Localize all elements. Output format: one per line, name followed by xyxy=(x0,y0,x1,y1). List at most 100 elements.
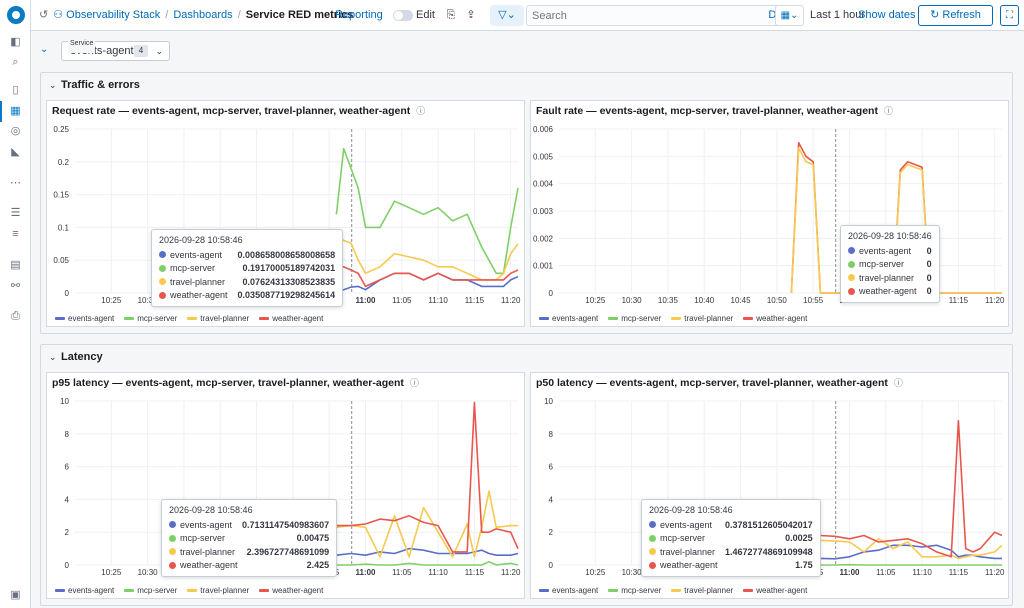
service-select[interactable]: Service events-agent 4 ⌄ xyxy=(61,35,170,61)
y-tick-label: 0.1 xyxy=(58,223,70,232)
history-icon[interactable]: ↺ xyxy=(39,9,49,21)
panel-fault-rate: 0.006 0.005 0.004 0.003 0.002 0.001 0 10:25 10:3… xyxy=(530,100,1009,327)
legend-item[interactable]: travel-planner xyxy=(671,314,733,323)
tooltip-value: 1.75 xyxy=(795,560,813,571)
graph-icon[interactable]: ⋯ xyxy=(10,177,21,189)
tooltip-series-name: mcp-server xyxy=(170,263,216,274)
breadcrumb-app[interactable]: ⚇ Observability Stack xyxy=(53,8,160,21)
legend-item[interactable]: events-agent xyxy=(539,314,598,323)
series-line-mcp-server xyxy=(335,147,519,275)
tooltip-dot xyxy=(159,251,166,259)
legend-item[interactable]: events-agent xyxy=(55,586,114,595)
share-icon[interactable]: ⇪ xyxy=(466,9,476,21)
breadcrumb-dashboards[interactable]: Dashboards xyxy=(173,8,233,21)
tooltip-dot xyxy=(848,247,855,255)
x-tick-label: 11:20 xyxy=(501,296,521,305)
tooltip-series-name: weather-agent xyxy=(660,560,718,571)
tooltip-row: events-agent 0.7131147540983607 xyxy=(169,518,329,532)
flow-icon[interactable]: ⚯ xyxy=(10,280,21,292)
section-traffic-header[interactable]: ⌄ Traffic & errors xyxy=(49,79,140,91)
y-tick-label: 0.003 xyxy=(533,207,554,216)
service-count-badge: 4 xyxy=(134,45,148,57)
chart-tooltip: 2026-09-28 10:58:46 events-agent 0.7131147… xyxy=(161,499,338,577)
left-nav: ◧ ⌕ ▯ ▦ ◎ ◣ ⋯ ☰ ≡ ▤ ⚯ ⎙ ▣ xyxy=(0,0,31,608)
collapse-variables-icon[interactable]: ⌄ xyxy=(40,44,49,55)
reporting-link[interactable]: Reporting xyxy=(335,9,383,21)
legend-item[interactable]: weather-agent xyxy=(259,314,323,323)
info-icon[interactable]: ⓘ xyxy=(409,378,419,388)
search-icon[interactable]: ⌕ xyxy=(12,56,19,68)
legend-item[interactable]: weather-agent xyxy=(743,314,807,323)
filter-button[interactable]: ▽⌄ xyxy=(490,5,524,26)
breadcrumb: ↺ ⚇ Observability Stack / Dashboards / S… xyxy=(39,8,353,22)
tooltip-series-name: mcp-server xyxy=(180,533,226,544)
tooltip-row: mcp-server 0 xyxy=(848,258,932,272)
fullscreen-button[interactable]: ⛶ xyxy=(1000,5,1019,26)
y-tick-label: 0.005 xyxy=(533,152,554,161)
legend-item[interactable]: mcp-server xyxy=(124,314,177,323)
legend-item[interactable]: events-agent xyxy=(55,314,114,323)
info-icon[interactable]: ⓘ xyxy=(893,378,903,388)
panel-title-text: p95 latency — events-agent, mcp-server, … xyxy=(52,377,404,389)
legend-item[interactable]: mcp-server xyxy=(608,314,661,323)
panel-p50-latency: 108642010:2510:3010:3510:4010:4510:5010:… xyxy=(530,372,1009,599)
y-tick-label: 0.001 xyxy=(533,262,554,271)
edit-toggle[interactable] xyxy=(393,10,413,21)
tooltip-row: weather-agent 2.425 xyxy=(169,559,329,573)
date-picker-button[interactable]: ▦⌄ xyxy=(775,5,804,26)
settings-icon[interactable]: ▣ xyxy=(10,589,21,601)
x-tick-label: 11:15 xyxy=(465,568,485,577)
copy-icon[interactable]: ⎘ xyxy=(446,9,456,21)
show-dates-link[interactable]: Show dates xyxy=(858,9,916,21)
legend-item[interactable]: mcp-server xyxy=(608,586,661,595)
x-tick-label: 11:00 xyxy=(355,296,376,305)
y-tick-label: 0 xyxy=(65,561,70,570)
legend-item[interactable]: weather-agent xyxy=(743,586,807,595)
y-tick-label: 4 xyxy=(549,495,554,504)
x-tick-label: 11:15 xyxy=(949,568,969,577)
series-line-travel-planner xyxy=(336,490,518,558)
legend-label: weather-agent xyxy=(756,586,808,595)
legend-label: weather-agent xyxy=(272,586,324,595)
x-tick-label: 10:45 xyxy=(731,296,752,305)
x-tick-label: 11:00 xyxy=(355,568,376,577)
document-icon[interactable]: ▯ xyxy=(12,84,19,96)
legend-item[interactable]: travel-planner xyxy=(187,314,249,323)
legend-item[interactable]: weather-agent xyxy=(259,586,323,595)
info-icon[interactable]: ⓘ xyxy=(416,106,426,116)
dashboard-icon[interactable]: ▦ xyxy=(10,105,21,117)
legend-item[interactable]: travel-planner xyxy=(671,586,733,595)
tooltip-value: 0.0025 xyxy=(785,533,813,544)
legend-swatch xyxy=(743,589,754,593)
panel-icon[interactable]: ◧ xyxy=(10,36,21,48)
info-icon[interactable]: ⓘ xyxy=(883,106,893,116)
y-tick-label: 0.05 xyxy=(53,256,69,265)
legend-label: mcp-server xyxy=(621,314,662,323)
table-icon[interactable]: ☰ xyxy=(10,207,21,219)
search-input[interactable] xyxy=(527,6,727,25)
legend: events-agent mcp-server travel-planner weat… xyxy=(55,586,323,595)
series-line-travel-planner xyxy=(820,538,1003,560)
panel-title: Request rate — events-agent, mcp-server,… xyxy=(52,104,425,117)
panel-title-text: Request rate — events-agent, mcp-server,… xyxy=(52,105,411,117)
legend-item[interactable]: travel-planner xyxy=(187,586,249,595)
compass-icon[interactable]: ◎ xyxy=(10,125,21,137)
chart-icon[interactable]: ◣ xyxy=(11,146,20,158)
time-range-label[interactable]: Last 1 hour xyxy=(810,9,866,21)
sliders-icon[interactable]: ≡ xyxy=(12,228,19,240)
tooltip-dot xyxy=(649,521,656,529)
x-tick-label: 11:05 xyxy=(392,296,412,305)
tooltip-series-name: travel-planner xyxy=(660,546,716,557)
refresh-button[interactable]: ↻ Refresh xyxy=(918,5,993,26)
print-icon[interactable]: ⎙ xyxy=(11,310,20,322)
legend-item[interactable]: mcp-server xyxy=(124,586,177,595)
app-logo[interactable] xyxy=(7,6,25,24)
tooltip-row: weather-agent 1.75 xyxy=(649,559,813,573)
service-label: Service xyxy=(68,35,96,53)
tooltip-dot xyxy=(848,287,855,295)
y-tick-label: 0.002 xyxy=(533,234,554,243)
section-latency-header[interactable]: ⌄ Latency xyxy=(49,351,103,363)
legend-swatch xyxy=(187,317,198,321)
legend-item[interactable]: events-agent xyxy=(539,586,598,595)
notes-icon[interactable]: ▤ xyxy=(10,259,21,271)
